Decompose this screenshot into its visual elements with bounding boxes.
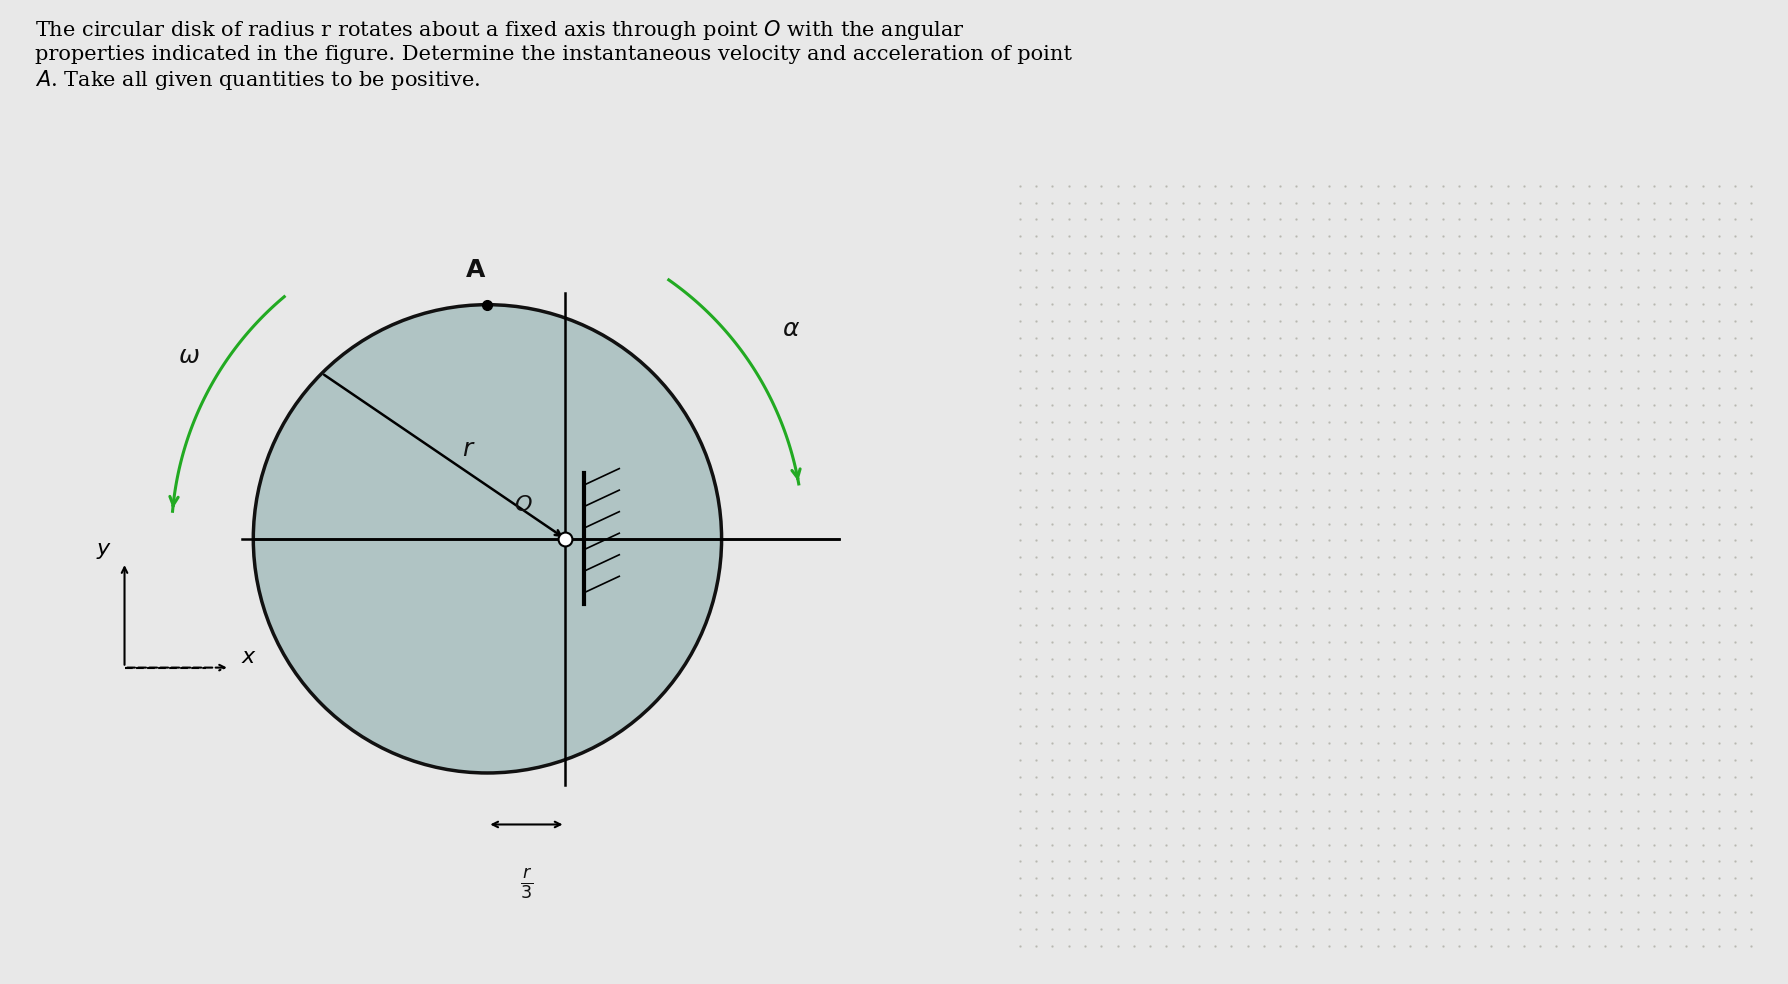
- Text: O: O: [515, 495, 533, 515]
- Text: ω: ω: [179, 344, 200, 368]
- Text: A: A: [467, 258, 485, 281]
- Circle shape: [254, 305, 722, 773]
- Text: The circular disk of radius r rotates about a fixed axis through point $O$ with : The circular disk of radius r rotates ab…: [36, 18, 1073, 92]
- Text: r: r: [461, 437, 472, 461]
- Text: y: y: [97, 539, 109, 559]
- Text: α: α: [783, 317, 799, 341]
- Text: x: x: [241, 646, 254, 667]
- Text: $\frac{r}{3}$: $\frac{r}{3}$: [520, 867, 533, 901]
